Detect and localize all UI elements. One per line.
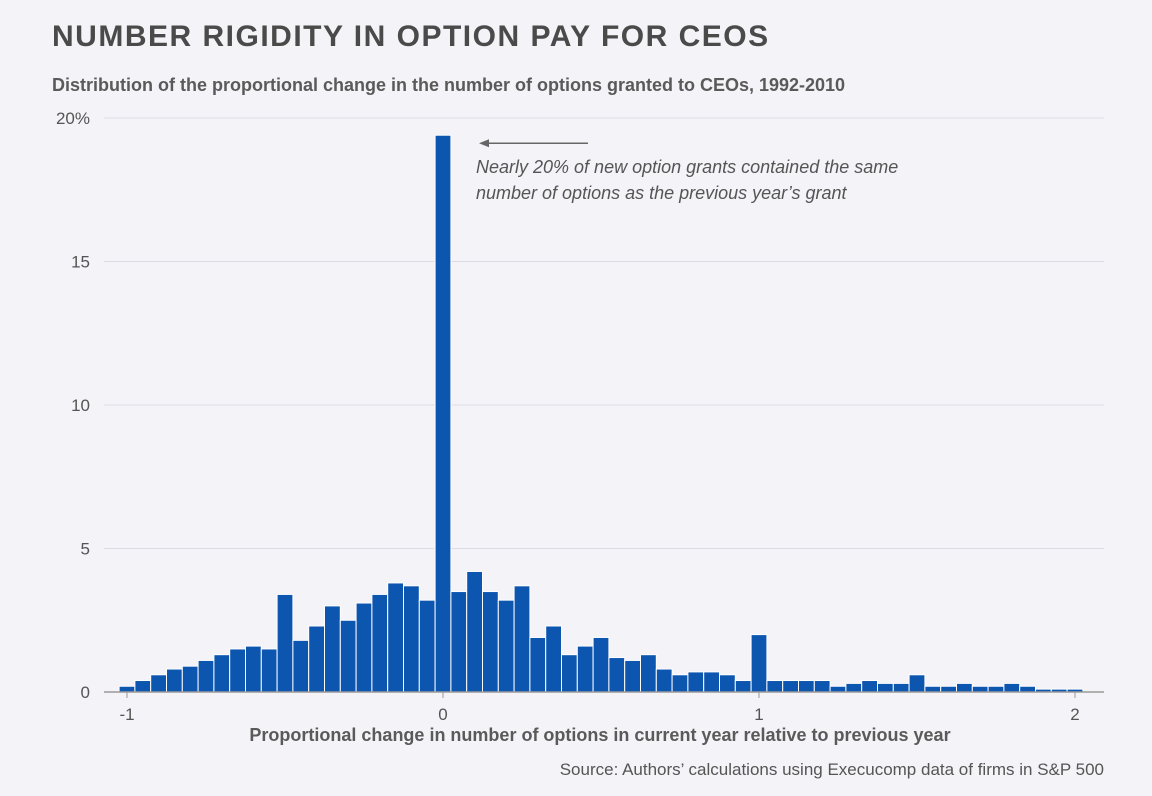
histogram-bar	[987, 685, 1005, 693]
histogram-bar	[134, 680, 152, 693]
histogram-bar	[229, 648, 246, 693]
histogram-bar	[545, 625, 563, 693]
histogram-bar	[513, 585, 531, 693]
histogram-bar	[766, 680, 784, 693]
histogram-bar	[940, 685, 958, 693]
annotation-arrow-head	[479, 139, 489, 148]
histogram-bar	[640, 654, 657, 693]
source-note: Source: Authors’ calculations using Exec…	[559, 760, 1104, 779]
histogram-bar	[1003, 682, 1021, 693]
x-tick-label: -1	[119, 705, 134, 724]
histogram-bar	[877, 682, 894, 693]
histogram-bar	[450, 591, 468, 693]
histogram-bar	[908, 674, 926, 693]
histogram-bar	[276, 593, 294, 693]
histogram-bar	[624, 659, 642, 693]
histogram-bar	[324, 605, 341, 693]
histogram-bar	[845, 682, 863, 693]
histogram-bar	[971, 685, 989, 693]
histogram-bar	[387, 582, 405, 693]
histogram-bar	[703, 671, 721, 693]
y-tick-label: 5	[81, 540, 90, 559]
histogram-bar	[166, 668, 183, 693]
histogram-bar	[355, 602, 373, 693]
histogram-bar	[1019, 685, 1037, 693]
annotation-text: Nearly 20% of new option grants containe…	[476, 157, 898, 177]
x-tick-label: 2	[1070, 705, 1079, 724]
histogram-bar	[734, 680, 752, 693]
histogram-bar	[213, 654, 231, 693]
histogram-bar	[308, 625, 326, 693]
histogram-bar	[924, 685, 942, 693]
histogram-bar	[892, 682, 910, 693]
axes: 0 5 10 15 20% -1 0 1 2 Proportional change in num…	[56, 109, 1104, 745]
y-tick-label: 0	[81, 683, 90, 702]
histogram-bar	[813, 680, 831, 693]
histogram-bar	[339, 619, 357, 693]
histogram-bar	[260, 648, 278, 693]
x-axis-title: Proportional change in number of options…	[249, 725, 950, 745]
histogram-bar	[719, 674, 736, 693]
histogram-bar	[118, 685, 136, 693]
histogram-bar	[592, 636, 610, 693]
histogram-bar	[608, 657, 626, 693]
histogram-bar	[245, 645, 262, 693]
y-tick-label: 10	[71, 396, 90, 415]
histogram-bar	[482, 591, 499, 693]
chart-subtitle: Distribution of the proportional change …	[52, 75, 846, 95]
x-tick-label: 0	[438, 705, 447, 724]
y-tick-label: 20%	[56, 109, 90, 128]
histogram-bar	[576, 645, 594, 693]
histogram-bar	[434, 134, 452, 693]
annotation: Nearly 20% of new option grants containe…	[476, 139, 898, 203]
histogram-bar	[466, 570, 484, 693]
histogram-bar	[798, 680, 815, 693]
x-tick-label: 1	[754, 705, 763, 724]
histogram-bar	[181, 665, 199, 693]
histogram-bar	[197, 659, 215, 693]
histogram-bar	[687, 671, 705, 693]
y-tick-label: 15	[71, 253, 90, 272]
histogram-bar	[956, 682, 973, 693]
histogram-bar	[418, 599, 436, 693]
histogram-bar	[403, 585, 420, 693]
histogram-bars	[118, 134, 1084, 693]
histogram-bar	[529, 636, 547, 693]
histogram-bar	[861, 680, 879, 693]
annotation-text: number of options as the previous year’s…	[476, 183, 848, 203]
histogram-bar	[371, 593, 389, 693]
histogram-bar	[655, 668, 673, 693]
histogram-bar	[671, 674, 689, 693]
histogram-bar	[750, 634, 768, 693]
histogram-bar	[150, 674, 167, 693]
histogram-bar	[292, 639, 310, 693]
histogram-bar	[829, 685, 847, 693]
histogram-bar	[782, 680, 800, 693]
histogram-bar	[497, 599, 515, 693]
gridlines	[104, 117, 1104, 549]
chart-title: NUMBER RIGIDITY IN OPTION PAY FOR CEOS	[52, 20, 770, 53]
histogram-bar	[561, 654, 578, 693]
